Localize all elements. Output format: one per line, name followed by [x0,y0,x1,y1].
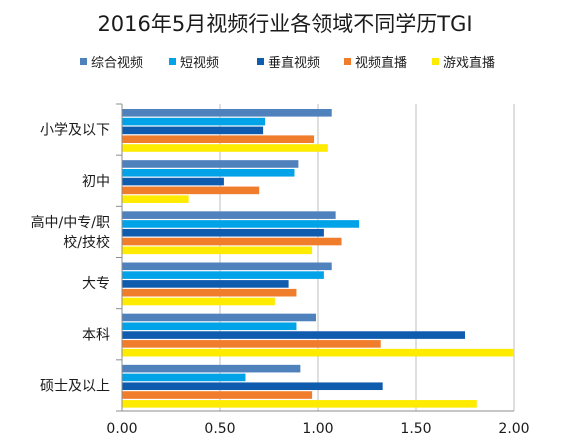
legend-label: 视频直播 [355,56,408,71]
category-label: 小学及以下 [40,123,110,139]
legend-swatch [257,58,264,65]
legend-item: 综合视频 [80,52,143,71]
category-label: 硕士及以上 [40,378,110,394]
legend-item: 短视频 [169,52,219,71]
bar: 短视频: 0.73 [122,117,266,126]
bar: 垂直视频: 0.85 [122,280,289,288]
legend-item: 垂直视频 [257,52,320,71]
category-label: 大专 [82,276,110,292]
x-tick-label: 0.00 [106,421,137,437]
bar: 综合视频: 1.09 [122,211,336,219]
bar: 视频直播: 0.97 [122,391,313,399]
bar: 综合视频: 0.99 [122,313,317,322]
bar: 游戏直播: 2 [122,348,514,357]
legend-item: 视频直播 [344,52,407,71]
bar: 垂直视频: 1.33 [122,382,383,391]
bar: 游戏直播: 0.78 [122,297,275,306]
bar: 综合视频: 1.07 [122,109,332,117]
bar: 视频直播: 1.32 [122,340,381,348]
bar: 短视频: 1.21 [122,220,360,228]
bar: 游戏直播: 1.05 [122,144,328,152]
category-label: 高中/中专/职 [31,214,110,231]
bar: 视频直播: 0.98 [122,135,315,143]
legend-label: 综合视频 [91,56,144,71]
x-tick-label: 0.50 [204,421,235,437]
category-label: 校/技校 [63,234,110,251]
legend-label: 垂直视频 [268,56,321,71]
x-tick-label: 1.00 [302,421,333,437]
legend-label: 短视频 [180,56,220,71]
bar: 游戏直播: 1.81 [122,400,477,408]
chart-title: 2016年5月视频行业各领域不同学历TGI [97,12,473,36]
bar: 综合视频: 1.07 [122,262,332,271]
legend: 综合视频 短视频 垂直视频 视频直播 游戏直播 [80,52,550,71]
legend-swatch [344,58,351,65]
legend-swatch [432,58,439,65]
x-tick-label: 2.00 [498,421,529,437]
bar: 短视频: 0.63 [122,373,246,382]
bar: 垂直视频: 1.75 [122,331,465,339]
x-tick-label: 1.50 [400,421,431,437]
bar: 综合视频: 0.91 [122,364,301,373]
bar: 短视频: 1.03 [122,271,324,279]
bar: 游戏直播: 0.97 [122,246,313,255]
bar: 视频直播: 0.7 [122,186,260,195]
legend-swatch [80,58,87,65]
bar: 垂直视频: 0.52 [122,177,224,186]
legend-item: 游戏直播 [432,52,495,71]
bar: 综合视频: 0.9 [122,160,299,168]
bar: 视频直播: 0.89 [122,288,297,297]
bar: 视频直播: 1.12 [122,237,342,246]
bar: 短视频: 0.88 [122,168,295,177]
bar: 垂直视频: 1.03 [122,228,324,237]
category-label: 初中 [82,173,110,190]
bar: 短视频: 0.89 [122,322,297,331]
bar: 游戏直播: 0.34 [122,195,189,203]
legend-label: 游戏直播 [443,56,496,71]
bar: 垂直视频: 0.72 [122,126,264,135]
legend-swatch [169,58,176,65]
category-label: 本科 [82,327,110,343]
